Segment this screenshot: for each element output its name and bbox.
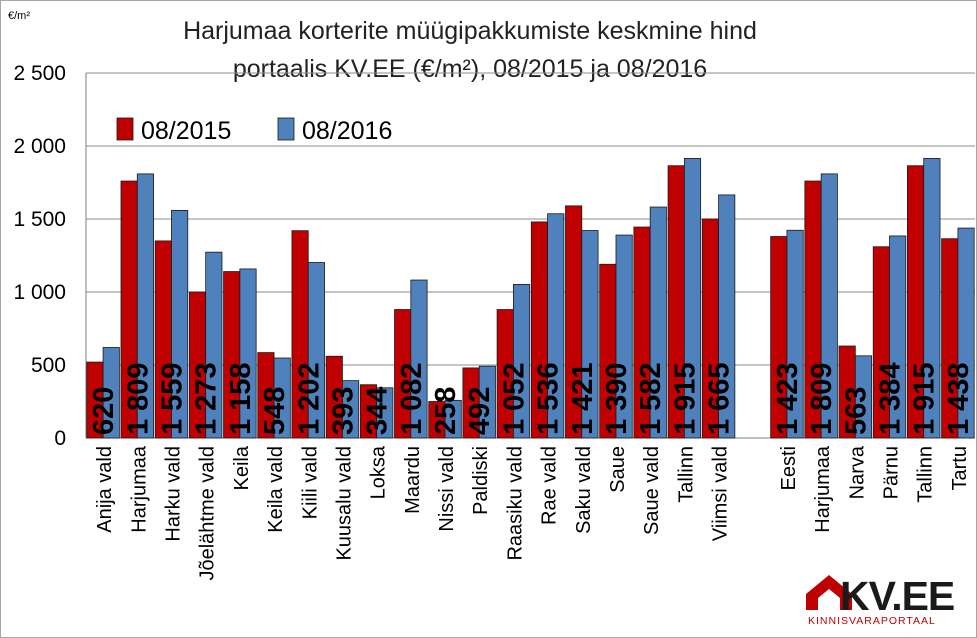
- data-label-2016: 1 665: [704, 362, 736, 435]
- bar-2016: [854, 355, 873, 439]
- bar-2016: [615, 234, 633, 439]
- chart-title: Harjumaa korterite müügipakkumiste keskm…: [90, 12, 850, 88]
- bar-2016: [136, 173, 154, 439]
- data-label-2016: 1 158: [225, 362, 257, 435]
- bar-2016: [923, 158, 941, 439]
- x-category-label: Saue vald: [641, 446, 663, 535]
- data-label-2016: 1 423: [772, 362, 804, 435]
- data-label-2016: 1 202: [293, 362, 325, 435]
- x-category-label: Jõelähtme vald: [197, 446, 219, 581]
- data-label-2016: 1 390: [601, 362, 633, 435]
- x-category-label: Saue: [607, 446, 629, 493]
- data-label-2016: 393: [327, 387, 359, 435]
- unit-label: €/m²: [8, 10, 30, 22]
- x-category-label: Eesti: [778, 446, 800, 490]
- data-label-2016: 1 082: [396, 362, 428, 435]
- data-label-2016: 1 438: [943, 362, 975, 435]
- x-category-label: Harjumaa: [812, 445, 834, 533]
- x-category-label: Harjumaa: [128, 445, 150, 533]
- bar-2016: [307, 262, 325, 439]
- x-category-label: Raasiku vald: [504, 446, 526, 561]
- bar-2016: [957, 227, 975, 439]
- bar-2016: [478, 365, 496, 439]
- x-category-label: Keila: [231, 445, 253, 490]
- data-label-2016: 1 273: [191, 362, 223, 435]
- bar-2016: [171, 209, 189, 439]
- bar-2016: [410, 279, 428, 439]
- bar-2016: [889, 235, 907, 439]
- data-label-2016: 1 052: [498, 362, 530, 435]
- bar-2016: [820, 173, 838, 439]
- y-tick-label: 500: [31, 354, 66, 377]
- y-tick-label: 2 000: [13, 135, 66, 158]
- x-category-label: Keila vald: [265, 446, 287, 533]
- bar-2016: [786, 229, 804, 439]
- data-label-2016: 1 559: [156, 362, 188, 435]
- x-category-label: Tallinn: [675, 446, 697, 503]
- data-label-2016: 1 536: [533, 362, 565, 435]
- x-category-label: Nissi vald: [436, 446, 458, 532]
- logo-text: KV.EE: [840, 573, 955, 619]
- x-category-label: Tartu: [949, 446, 971, 490]
- legend-label-2015: 08/2015: [141, 117, 231, 145]
- x-category-label: Kiili vald: [299, 446, 321, 519]
- data-label-2016: 548: [259, 387, 291, 435]
- bar-2016: [683, 158, 702, 439]
- data-label-2016: 258: [430, 387, 462, 435]
- y-tick-label: 0: [54, 427, 66, 450]
- y-tick-label: 1 000: [13, 281, 66, 304]
- bar-2016: [239, 268, 257, 439]
- x-category-label: Paldiski: [470, 446, 492, 515]
- chart-title-line1: Harjumaa korterite müügipakkumiste keskm…: [183, 17, 757, 45]
- x-category-label: Anija vald: [94, 446, 116, 533]
- chart-title-line2: portaalis KV.EE (€/m²), 08/2015 ja 08/20…: [232, 55, 708, 83]
- bar-2016: [581, 230, 599, 439]
- legend-swatch-2016: [277, 117, 295, 141]
- x-category-label: Tallinn: [915, 446, 937, 503]
- bar-2016: [376, 387, 394, 439]
- data-label-2016: 1 809: [122, 362, 154, 435]
- data-label-2016: 620: [88, 387, 120, 435]
- y-tick-label: 1 500: [13, 208, 66, 231]
- x-category-label: Kuusalu vald: [333, 446, 355, 561]
- bar-2016: [273, 357, 291, 439]
- bar-2016: [718, 194, 736, 439]
- legend-label-2016: 08/2016: [302, 117, 392, 145]
- data-label-2016: 1 384: [875, 362, 907, 435]
- bar-2016: [205, 251, 223, 439]
- data-label-2016: 1 915: [909, 362, 941, 435]
- bar-2016: [547, 213, 565, 439]
- x-category-label: Rae vald: [539, 446, 561, 525]
- x-category-label: Pärnu: [881, 446, 903, 499]
- x-category-label: Loksa: [368, 445, 390, 499]
- bar-2016: [649, 206, 667, 439]
- data-label-2016: 563: [840, 387, 872, 435]
- x-category-label: Viimsi vald: [710, 446, 732, 541]
- bar-2016: [444, 399, 462, 439]
- x-category-label: Narva: [846, 445, 868, 499]
- house-icon-door: [818, 589, 840, 610]
- logo-subtitle: KINNISVARAPORTAAL: [808, 615, 936, 627]
- x-category-label: Maardu: [402, 446, 424, 514]
- data-label-2016: 1 582: [635, 362, 667, 435]
- data-label-2016: 492: [464, 387, 496, 435]
- x-category-label: Saku vald: [573, 446, 595, 534]
- bar-2016: [102, 347, 120, 439]
- data-label-2016: 1 915: [669, 362, 701, 435]
- legend-swatch-2015: [116, 117, 134, 141]
- data-label-2016: 1 421: [567, 362, 599, 435]
- y-tick-label: 2 500: [13, 62, 66, 85]
- x-category-label: Harku vald: [162, 446, 184, 542]
- data-label-2016: 344: [362, 387, 394, 435]
- data-label-2016: 1 809: [806, 362, 838, 435]
- bar-2016: [342, 380, 360, 439]
- bar-2016: [513, 284, 531, 439]
